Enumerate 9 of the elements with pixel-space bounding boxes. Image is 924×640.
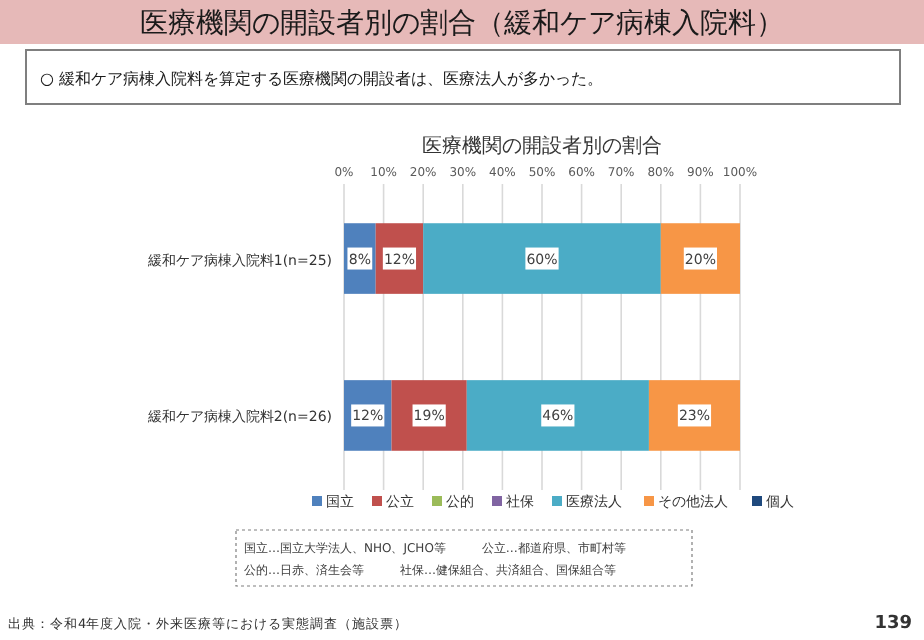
text: 医療機関の開設者別の割合 — [422, 134, 662, 158]
bar — [423, 223, 661, 294]
bar — [466, 380, 649, 451]
chart-subtitle: ○ 緩和ケア病棟入院料を算定する医療機関の開設者は、医療法人が多かった。 — [40, 70, 604, 88]
chart-title: 医療機関の開設者別の割合（緩和ケア病棟入院料） — [140, 8, 784, 40]
bar — [648, 380, 740, 451]
bar — [660, 223, 740, 294]
text: 139 — [874, 614, 912, 634]
bar — [391, 380, 467, 451]
